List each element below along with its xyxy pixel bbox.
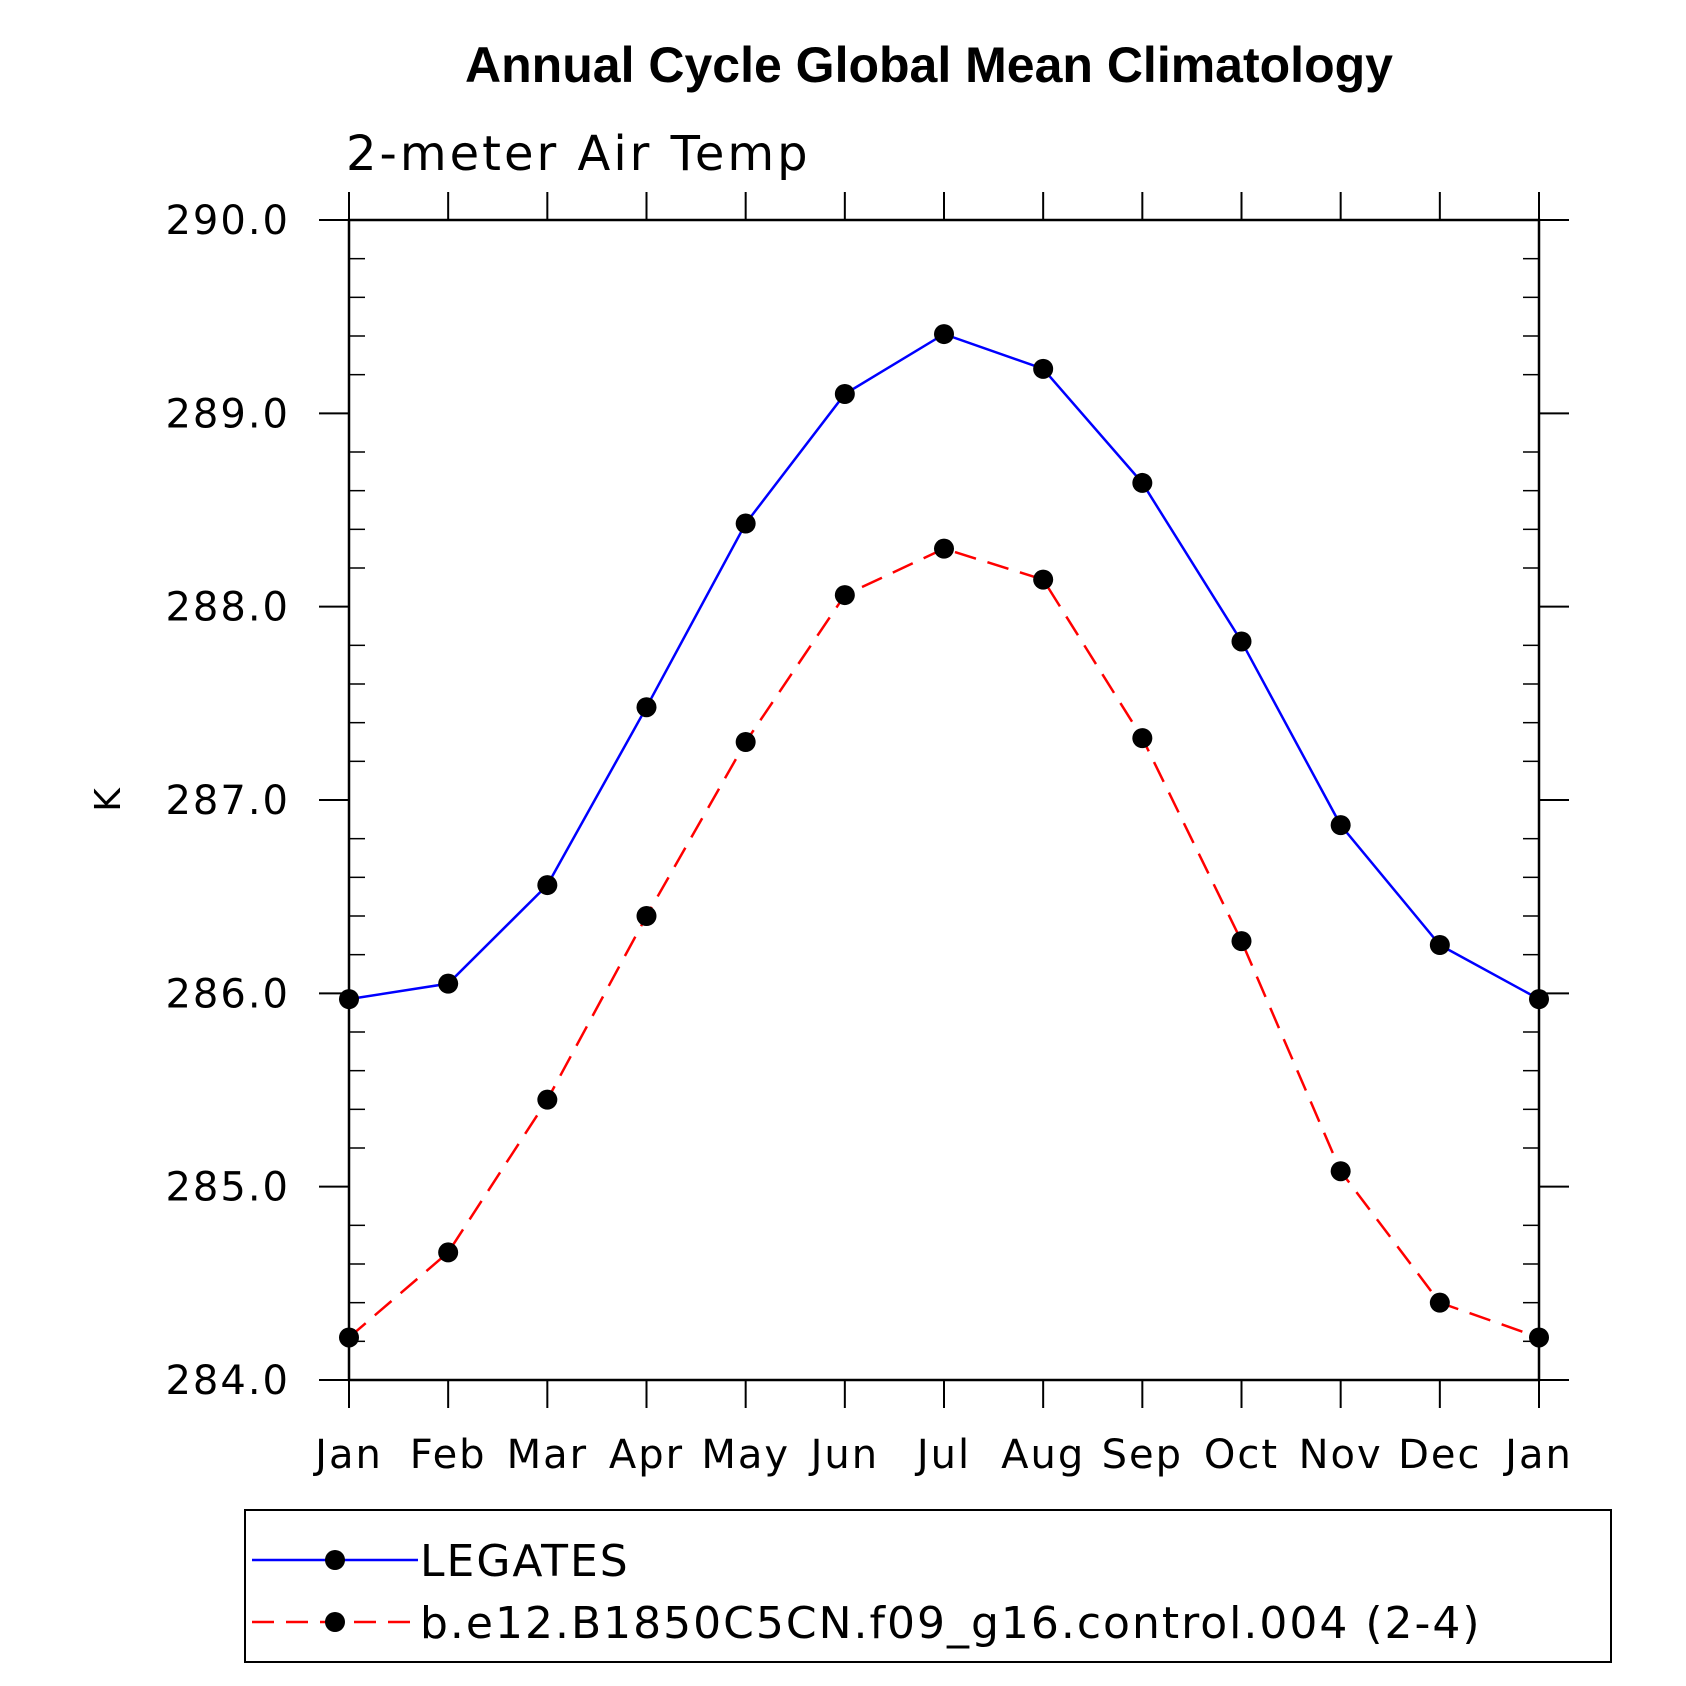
data-point <box>537 875 558 896</box>
x-tick-label: Mar <box>507 1432 588 1478</box>
series-line-1 <box>348 332 1540 1001</box>
y-tick-label: 284.0 <box>165 1358 290 1404</box>
data-point <box>1529 1327 1549 1348</box>
data-point <box>1529 989 1549 1010</box>
x-tick-label: Jul <box>914 1432 971 1478</box>
x-tick-label: Dec <box>1398 1432 1481 1478</box>
x-tick-label: Apr <box>609 1432 684 1478</box>
chart-subtitle: 2-meter Air Temp <box>346 126 811 182</box>
legend-marker-2 <box>325 1612 345 1632</box>
data-point <box>1033 569 1054 590</box>
x-tick-label: Sep <box>1102 1432 1183 1478</box>
legend: LEGATES b.e12.B1850C5CN.f09_g16.control.0… <box>244 1509 1612 1663</box>
series-lines <box>348 332 1540 1339</box>
data-point <box>735 732 756 752</box>
data-point <box>438 1242 459 1263</box>
x-tick-label: Jan <box>1502 1432 1573 1478</box>
data-point <box>934 324 954 345</box>
y-tick-label: 285.0 <box>165 1165 290 1211</box>
legend-box <box>244 1509 1612 1663</box>
x-tick-label: Jan <box>312 1432 383 1478</box>
data-point <box>1429 1292 1450 1313</box>
y-tick-label: 288.0 <box>165 585 290 631</box>
data-point <box>1330 815 1351 836</box>
data-point <box>934 538 954 559</box>
plot-frame <box>347 218 1541 1382</box>
y-tick-label: 289.0 <box>165 391 290 437</box>
x-tick-label: Oct <box>1204 1432 1279 1478</box>
series-points <box>339 324 1549 1348</box>
y-tick-label: 287.0 <box>165 778 290 824</box>
chart-title: Annual Cycle Global Mean Climatology <box>465 37 1393 93</box>
data-point <box>1231 931 1252 952</box>
data-point <box>339 989 359 1010</box>
data-point <box>636 906 657 926</box>
data-point <box>1231 631 1252 652</box>
y-tick-label: 286.0 <box>165 971 290 1017</box>
legend-marker-1 <box>325 1550 345 1570</box>
data-point <box>537 1089 558 1110</box>
data-point <box>1429 935 1450 955</box>
data-point <box>1033 358 1054 379</box>
data-point <box>735 513 756 534</box>
x-tick-label: Jun <box>808 1432 880 1478</box>
data-point <box>834 585 855 606</box>
legend-label-2: b.e12.B1850C5CN.f09_g16.control.004 (2-4… <box>420 1598 1482 1649</box>
legend-label-1: LEGATES <box>420 1536 630 1587</box>
data-point <box>1132 728 1153 749</box>
data-point <box>339 1327 359 1348</box>
axis-ticks <box>319 192 1569 1408</box>
plot-border <box>347 218 1541 1382</box>
data-point <box>1330 1161 1351 1182</box>
y-axis-label: K <box>88 787 129 812</box>
x-tick-label: May <box>701 1432 790 1478</box>
data-point <box>636 697 657 718</box>
data-point <box>438 973 459 994</box>
x-tick-label: Nov <box>1299 1432 1383 1478</box>
axis-tick-labels: Jan Feb Mar Apr May Jun Jul Aug Sep Oct Nov Dec Jan 2… <box>165 198 1573 1478</box>
data-point <box>834 384 855 404</box>
series-line-2 <box>348 547 1540 1339</box>
x-tick-label: Aug <box>1001 1432 1085 1478</box>
y-tick-label: 290.0 <box>165 198 290 244</box>
x-tick-label: Feb <box>410 1432 487 1478</box>
data-point <box>1132 472 1153 493</box>
